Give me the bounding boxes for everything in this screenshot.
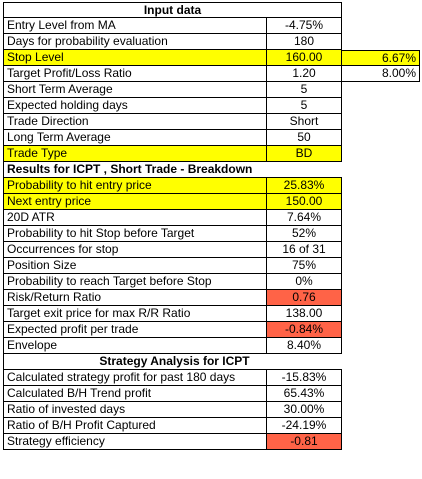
label-cell[interactable]: Risk/Return Ratio xyxy=(3,290,267,306)
strategy-header-cell[interactable]: Strategy Analysis for ICPT xyxy=(3,354,342,370)
input-row: Days for probability evaluation 180 xyxy=(0,34,422,50)
input-row: Short Term Average 5 xyxy=(0,82,422,98)
strategy-header-row: Strategy Analysis for ICPT xyxy=(0,354,422,370)
value-cell[interactable]: 5 xyxy=(267,82,342,98)
value-cell[interactable]: 160.00 xyxy=(267,50,342,66)
label-cell[interactable]: Entry Level from MA xyxy=(3,18,267,34)
label-cell[interactable]: Expected profit per trade xyxy=(3,322,267,338)
label-cell[interactable]: Ratio of B/H Profit Captured xyxy=(3,418,267,434)
label-cell[interactable]: Trade Direction xyxy=(3,114,267,130)
input-row: Entry Level from MA -4.75% xyxy=(0,18,422,34)
label-cell[interactable]: Next entry price xyxy=(3,194,267,210)
label-cell[interactable]: Probability to reach Target before Stop xyxy=(3,274,267,290)
value-cell[interactable]: 25.83% xyxy=(267,178,342,194)
value-cell[interactable]: -0.84% xyxy=(267,322,342,338)
result-row: Risk/Return Ratio 0.76 xyxy=(0,290,422,306)
label-cell[interactable]: Envelope xyxy=(3,338,267,354)
input-row: Target Profit/Loss Ratio 1.20 8.00% xyxy=(0,66,422,82)
input-header-row: Input data xyxy=(0,2,422,18)
result-row: 20D ATR 7.64% xyxy=(0,210,422,226)
result-row: Expected profit per trade -0.84% xyxy=(0,322,422,338)
value-cell[interactable]: 65.43% xyxy=(267,386,342,402)
value-cell[interactable]: 5 xyxy=(267,98,342,114)
label-cell[interactable]: Occurrences for stop xyxy=(3,242,267,258)
value-cell[interactable]: 7.64% xyxy=(267,210,342,226)
label-cell[interactable]: Stop Level xyxy=(3,50,267,66)
extra-cell[interactable]: 6.67% xyxy=(342,50,420,66)
value-cell[interactable]: 75% xyxy=(267,258,342,274)
result-row: Target exit price for max R/R Ratio 138.… xyxy=(0,306,422,322)
strategy-row: Calculated strategy profit for past 180 … xyxy=(0,370,422,386)
value-cell[interactable]: -4.75% xyxy=(267,18,342,34)
value-cell[interactable]: 0% xyxy=(267,274,342,290)
strategy-row: Ratio of invested days 30.00% xyxy=(0,402,422,418)
value-cell[interactable]: Short xyxy=(267,114,342,130)
label-cell[interactable]: Probability to hit entry price xyxy=(3,178,267,194)
label-cell[interactable]: Calculated strategy profit for past 180 … xyxy=(3,370,267,386)
input-row: Expected holding days 5 xyxy=(0,98,422,114)
value-cell[interactable]: 8.40% xyxy=(267,338,342,354)
result-row: Envelope 8.40% xyxy=(0,338,422,354)
label-cell[interactable]: Target exit price for max R/R Ratio xyxy=(3,306,267,322)
input-row: Stop Level 160.00 6.67% xyxy=(0,50,422,66)
label-cell[interactable]: Strategy efficiency xyxy=(3,434,267,450)
strategy-row: Strategy efficiency -0.81 xyxy=(0,434,422,450)
extra-cell[interactable]: 8.00% xyxy=(342,66,420,82)
input-row: Long Term Average 50 xyxy=(0,130,422,146)
strategy-row: Calculated B/H Trend profit 65.43% xyxy=(0,386,422,402)
strategy-row: Ratio of B/H Profit Captured -24.19% xyxy=(0,418,422,434)
result-row: Next entry price 150.00 xyxy=(0,194,422,210)
value-cell[interactable]: 180 xyxy=(267,34,342,50)
result-row: Probability to hit Stop before Target 52… xyxy=(0,226,422,242)
value-cell[interactable]: 0.76 xyxy=(267,290,342,306)
label-cell[interactable]: 20D ATR xyxy=(3,210,267,226)
value-cell[interactable]: 50 xyxy=(267,130,342,146)
label-cell[interactable]: Expected holding days xyxy=(3,98,267,114)
result-row: Position Size 75% xyxy=(0,258,422,274)
value-cell[interactable]: 150.00 xyxy=(267,194,342,210)
result-row: Probability to reach Target before Stop … xyxy=(0,274,422,290)
label-cell[interactable]: Target Profit/Loss Ratio xyxy=(3,66,267,82)
results-header-cell[interactable]: Results for ICPT , Short Trade - Breakdo… xyxy=(3,162,342,178)
value-cell[interactable]: 138.00 xyxy=(267,306,342,322)
label-cell[interactable]: Days for probability evaluation xyxy=(3,34,267,50)
label-cell[interactable]: Trade Type xyxy=(3,146,267,162)
label-cell[interactable]: Calculated B/H Trend profit xyxy=(3,386,267,402)
value-cell[interactable]: BD xyxy=(267,146,342,162)
value-cell[interactable]: 1.20 xyxy=(267,66,342,82)
results-header-row: Results for ICPT , Short Trade - Breakdo… xyxy=(0,162,422,178)
value-cell[interactable]: -24.19% xyxy=(267,418,342,434)
value-cell[interactable]: 16 of 31 xyxy=(267,242,342,258)
value-cell[interactable]: -15.83% xyxy=(267,370,342,386)
value-cell[interactable]: 30.00% xyxy=(267,402,342,418)
label-cell[interactable]: Short Term Average xyxy=(3,82,267,98)
value-cell[interactable]: 52% xyxy=(267,226,342,242)
input-header-cell[interactable]: Input data xyxy=(3,2,342,18)
value-cell[interactable]: -0.81 xyxy=(267,434,342,450)
input-row: Trade Type BD xyxy=(0,146,422,162)
label-cell[interactable]: Ratio of invested days xyxy=(3,402,267,418)
label-cell[interactable]: Probability to hit Stop before Target xyxy=(3,226,267,242)
label-cell[interactable]: Position Size xyxy=(3,258,267,274)
result-row: Probability to hit entry price 25.83% xyxy=(0,178,422,194)
label-cell[interactable]: Long Term Average xyxy=(3,130,267,146)
input-row: Trade Direction Short xyxy=(0,114,422,130)
result-row: Occurrences for stop 16 of 31 xyxy=(0,242,422,258)
